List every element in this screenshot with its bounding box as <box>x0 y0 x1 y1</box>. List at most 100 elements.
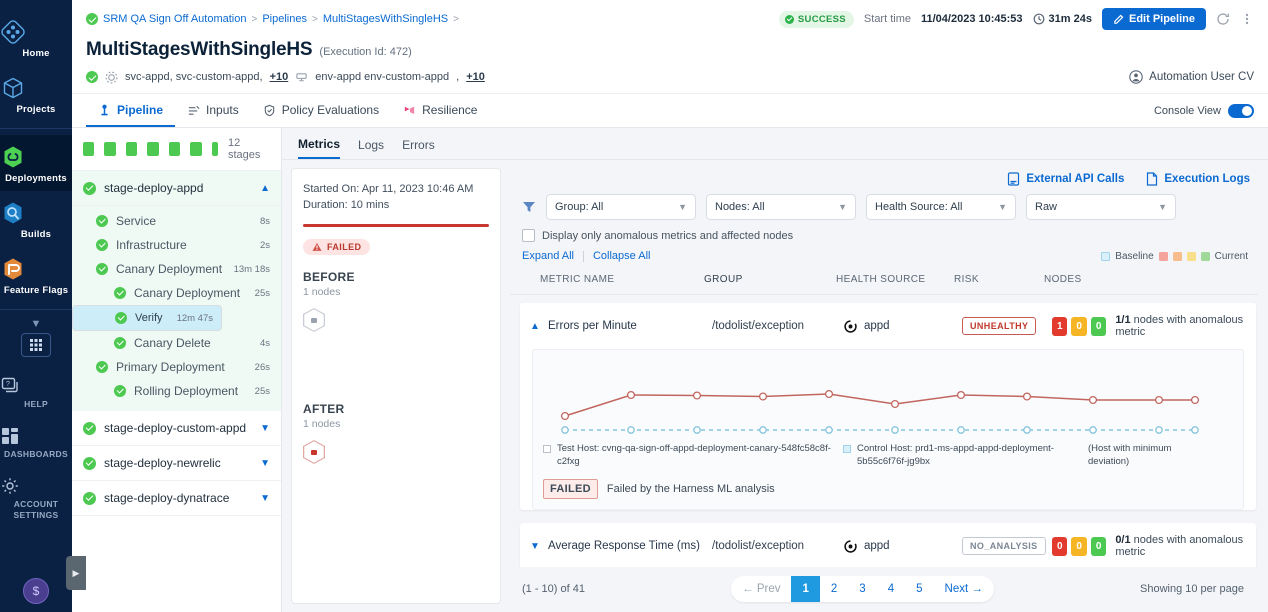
avatar[interactable]: $ <box>23 578 49 604</box>
sidebar-footer: $ <box>0 568 72 612</box>
subtab-logs[interactable]: Logs <box>358 138 384 158</box>
step-primary-deployment[interactable]: Primary Deployment 26s <box>72 355 281 379</box>
metrics-links: External API Calls Execution Logs <box>510 166 1258 194</box>
stage-header-dynatrace[interactable]: stage-deploy-dynatrace ▼ <box>72 481 281 516</box>
current-user[interactable]: Automation User CV <box>1129 70 1254 84</box>
page-button-4[interactable]: 4 <box>887 583 895 595</box>
step-canary-deployment-group[interactable]: Canary Deployment 13m 18s <box>72 257 281 281</box>
metrics-panel: External API Calls Execution Logs <box>510 160 1268 612</box>
page-header: SRM QA Sign Off Automation > Pipelines >… <box>72 0 1268 93</box>
resilience-icon <box>404 106 415 114</box>
stage-header-newrelic[interactable]: stage-deploy-newrelic ▼ <box>72 446 281 481</box>
environments-icon <box>295 71 308 84</box>
tab-label: Inputs <box>206 103 239 117</box>
chevron-up-icon[interactable]: ▲ <box>260 182 270 194</box>
node-badge-green: 0 <box>1090 536 1107 556</box>
sidebar-item-home[interactable]: Home <box>0 10 72 66</box>
apps-grid-button[interactable] <box>21 333 51 357</box>
breadcrumb-item-pipeline[interactable]: MultiStagesWithSingleHS <box>322 13 449 25</box>
step-rolling-deployment[interactable]: Rolling Deployment 25s <box>72 379 281 403</box>
step-service[interactable]: Service 8s <box>72 209 281 233</box>
raw-filter-select[interactable]: Raw ▼ <box>1026 194 1176 220</box>
group-filter-select[interactable]: Group: All ▼ <box>546 194 696 220</box>
anomalous-only-checkbox[interactable] <box>522 229 535 242</box>
step-infrastructure[interactable]: Infrastructure 2s <box>72 233 281 257</box>
sidebar-item-feature-flags[interactable]: Feature Flags <box>0 247 72 303</box>
refresh-icon[interactable] <box>1216 12 1230 26</box>
before-node-hex[interactable] <box>303 308 325 332</box>
stage-header-appd[interactable]: stage-deploy-appd ▲ <box>72 171 281 206</box>
execution-logs-link[interactable]: Execution Logs <box>1146 172 1250 186</box>
sidebar-item-deployments[interactable]: Deployments <box>0 135 72 191</box>
page-button-3[interactable]: 3 <box>859 583 866 595</box>
step-verify[interactable]: Verify 12m 47s <box>72 305 222 331</box>
edit-pipeline-button[interactable]: Edit Pipeline <box>1101 8 1206 30</box>
metric-name: Average Response Time (ms) <box>548 540 700 552</box>
step-label: Service <box>116 214 157 228</box>
select-value: Health Source: All <box>875 201 963 213</box>
metric-row-header[interactable]: ▼ Average Response Time (ms) /todolist/e… <box>520 523 1256 567</box>
sidebar-item-dashboards[interactable]: DASHBOARDS <box>0 417 72 467</box>
header-meta-row: svc-appd, svc-custom-appd, +10 env-appd … <box>86 70 1254 93</box>
tab-inputs[interactable]: Inputs <box>175 94 251 127</box>
expand-all-link[interactable]: Expand All <box>522 250 574 262</box>
chevron-down-icon[interactable]: ▼ <box>530 540 540 552</box>
verify-card: Started On: Apr 11, 2023 10:46 AM Durati… <box>291 168 501 604</box>
nodes-ratio: 0/1 <box>1115 534 1131 546</box>
collapse-panel-handle[interactable]: ▶ <box>66 556 86 590</box>
sidebar-item-account-settings[interactable]: ACCOUNT SETTINGS <box>0 467 72 528</box>
after-node-hex[interactable] <box>303 440 325 464</box>
console-view-switch[interactable] <box>1228 103 1254 118</box>
step-label: Canary Deployment <box>116 262 223 276</box>
console-view-toggle[interactable]: Console View <box>1154 103 1254 118</box>
page-button-1[interactable]: 1 <box>791 576 820 602</box>
chevron-down-icon[interactable]: ▼ <box>260 457 270 469</box>
subtab-errors[interactable]: Errors <box>402 138 435 158</box>
nodes-summary: 1/1 nodes with anomalous metric <box>1115 314 1246 338</box>
more-options-icon[interactable] <box>1240 12 1254 26</box>
prev-page-button[interactable]: ← Prev <box>742 583 781 595</box>
step-canary-deployment[interactable]: Canary Deployment 25s <box>72 281 281 305</box>
health-source-filter-select[interactable]: Health Source: All ▼ <box>866 194 1016 220</box>
chevron-down-icon[interactable]: ▼ <box>260 422 270 434</box>
duration: 31m 24s <box>1033 13 1092 25</box>
chevron-down-icon[interactable]: ▼ <box>260 492 270 504</box>
tab-pipeline[interactable]: Pipeline <box>86 94 176 127</box>
step-canary-delete[interactable]: Canary Delete 4s <box>72 331 281 355</box>
chevron-up-icon[interactable]: ▲ <box>530 320 540 332</box>
chevron-down-icon[interactable]: ▼ <box>30 318 42 330</box>
table-row[interactable]: ▼ Average Response Time (ms) /todolist/e… <box>520 523 1256 567</box>
next-page-button[interactable]: Next → <box>944 583 983 595</box>
sidebar-item-builds[interactable]: Builds <box>0 191 72 247</box>
sidebar-item-projects[interactable]: Projects <box>0 66 72 122</box>
external-api-calls-link[interactable]: External API Calls <box>1007 172 1124 186</box>
tab-resilience[interactable]: Resilience <box>391 94 489 127</box>
table-row[interactable]: ▲ Errors per Minute /todolist/exception <box>520 303 1256 510</box>
stage-header-custom-appd[interactable]: stage-deploy-custom-appd ▼ <box>72 411 281 446</box>
collapse-all-link[interactable]: Collapse All <box>592 250 651 262</box>
breadcrumb-item-pipelines[interactable]: Pipelines <box>262 13 307 25</box>
chevron-down-icon: ▼ <box>838 202 847 212</box>
anomalous-only-checkbox-row[interactable]: Display only anomalous metrics and affec… <box>510 220 1258 242</box>
metrics-list[interactable]: ▲ Errors per Minute /todolist/exception <box>510 295 1258 567</box>
nodes-filter-select[interactable]: Nodes: All ▼ <box>706 194 856 220</box>
services-more-link[interactable]: +10 <box>269 71 289 83</box>
after-nodes: 1 nodes <box>303 418 341 430</box>
environments-more-link[interactable]: +10 <box>466 71 485 83</box>
metric-row-header[interactable]: ▲ Errors per Minute /todolist/exception <box>520 303 1256 349</box>
page-button-2[interactable]: 2 <box>830 583 838 595</box>
step-label: Canary Delete <box>134 336 211 350</box>
filter-icon[interactable] <box>522 200 536 214</box>
feature-flags-icon <box>0 256 72 282</box>
subtab-metrics[interactable]: Metrics <box>298 137 341 159</box>
before-label: BEFORE <box>303 270 355 284</box>
sidebar-item-help[interactable]: ? HELP <box>0 367 72 417</box>
tab-policy-evaluations[interactable]: Policy Evaluations <box>251 94 391 127</box>
header-top-row: SRM QA Sign Off Automation > Pipelines >… <box>86 8 1254 30</box>
breadcrumb-item-project[interactable]: SRM QA Sign Off Automation <box>103 13 247 25</box>
page-button-5[interactable]: 5 <box>916 583 923 595</box>
step-duration: 12m 47s <box>176 312 213 324</box>
verify-progress-bar <box>303 224 489 227</box>
link-label: Execution Logs <box>1164 173 1250 185</box>
